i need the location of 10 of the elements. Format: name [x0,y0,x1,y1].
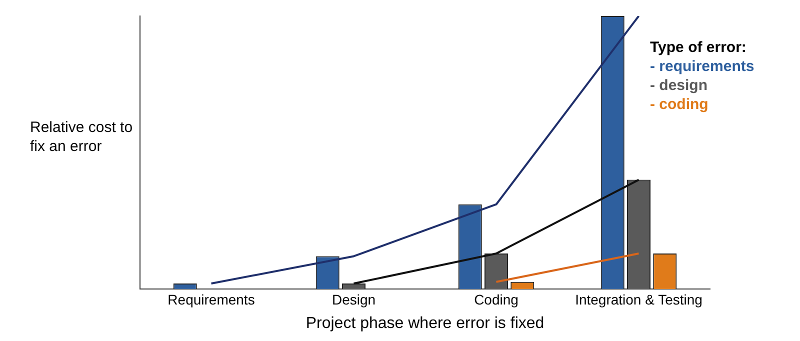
x-tick-label: Requirements [168,291,255,308]
text: - coding [650,95,710,114]
x-tick-label: Integration & Testing [575,291,702,308]
legend-title: Type of error: [650,38,748,57]
x-tick-label: Coding [474,291,518,308]
x-axis-title: Project phase where error is fixed [306,314,544,332]
y-axis-title: Relative cost to fix an error [30,118,134,156]
series-label: - requirements [650,57,754,76]
x-tick-label: Design [332,291,376,308]
text: - design [650,76,709,95]
